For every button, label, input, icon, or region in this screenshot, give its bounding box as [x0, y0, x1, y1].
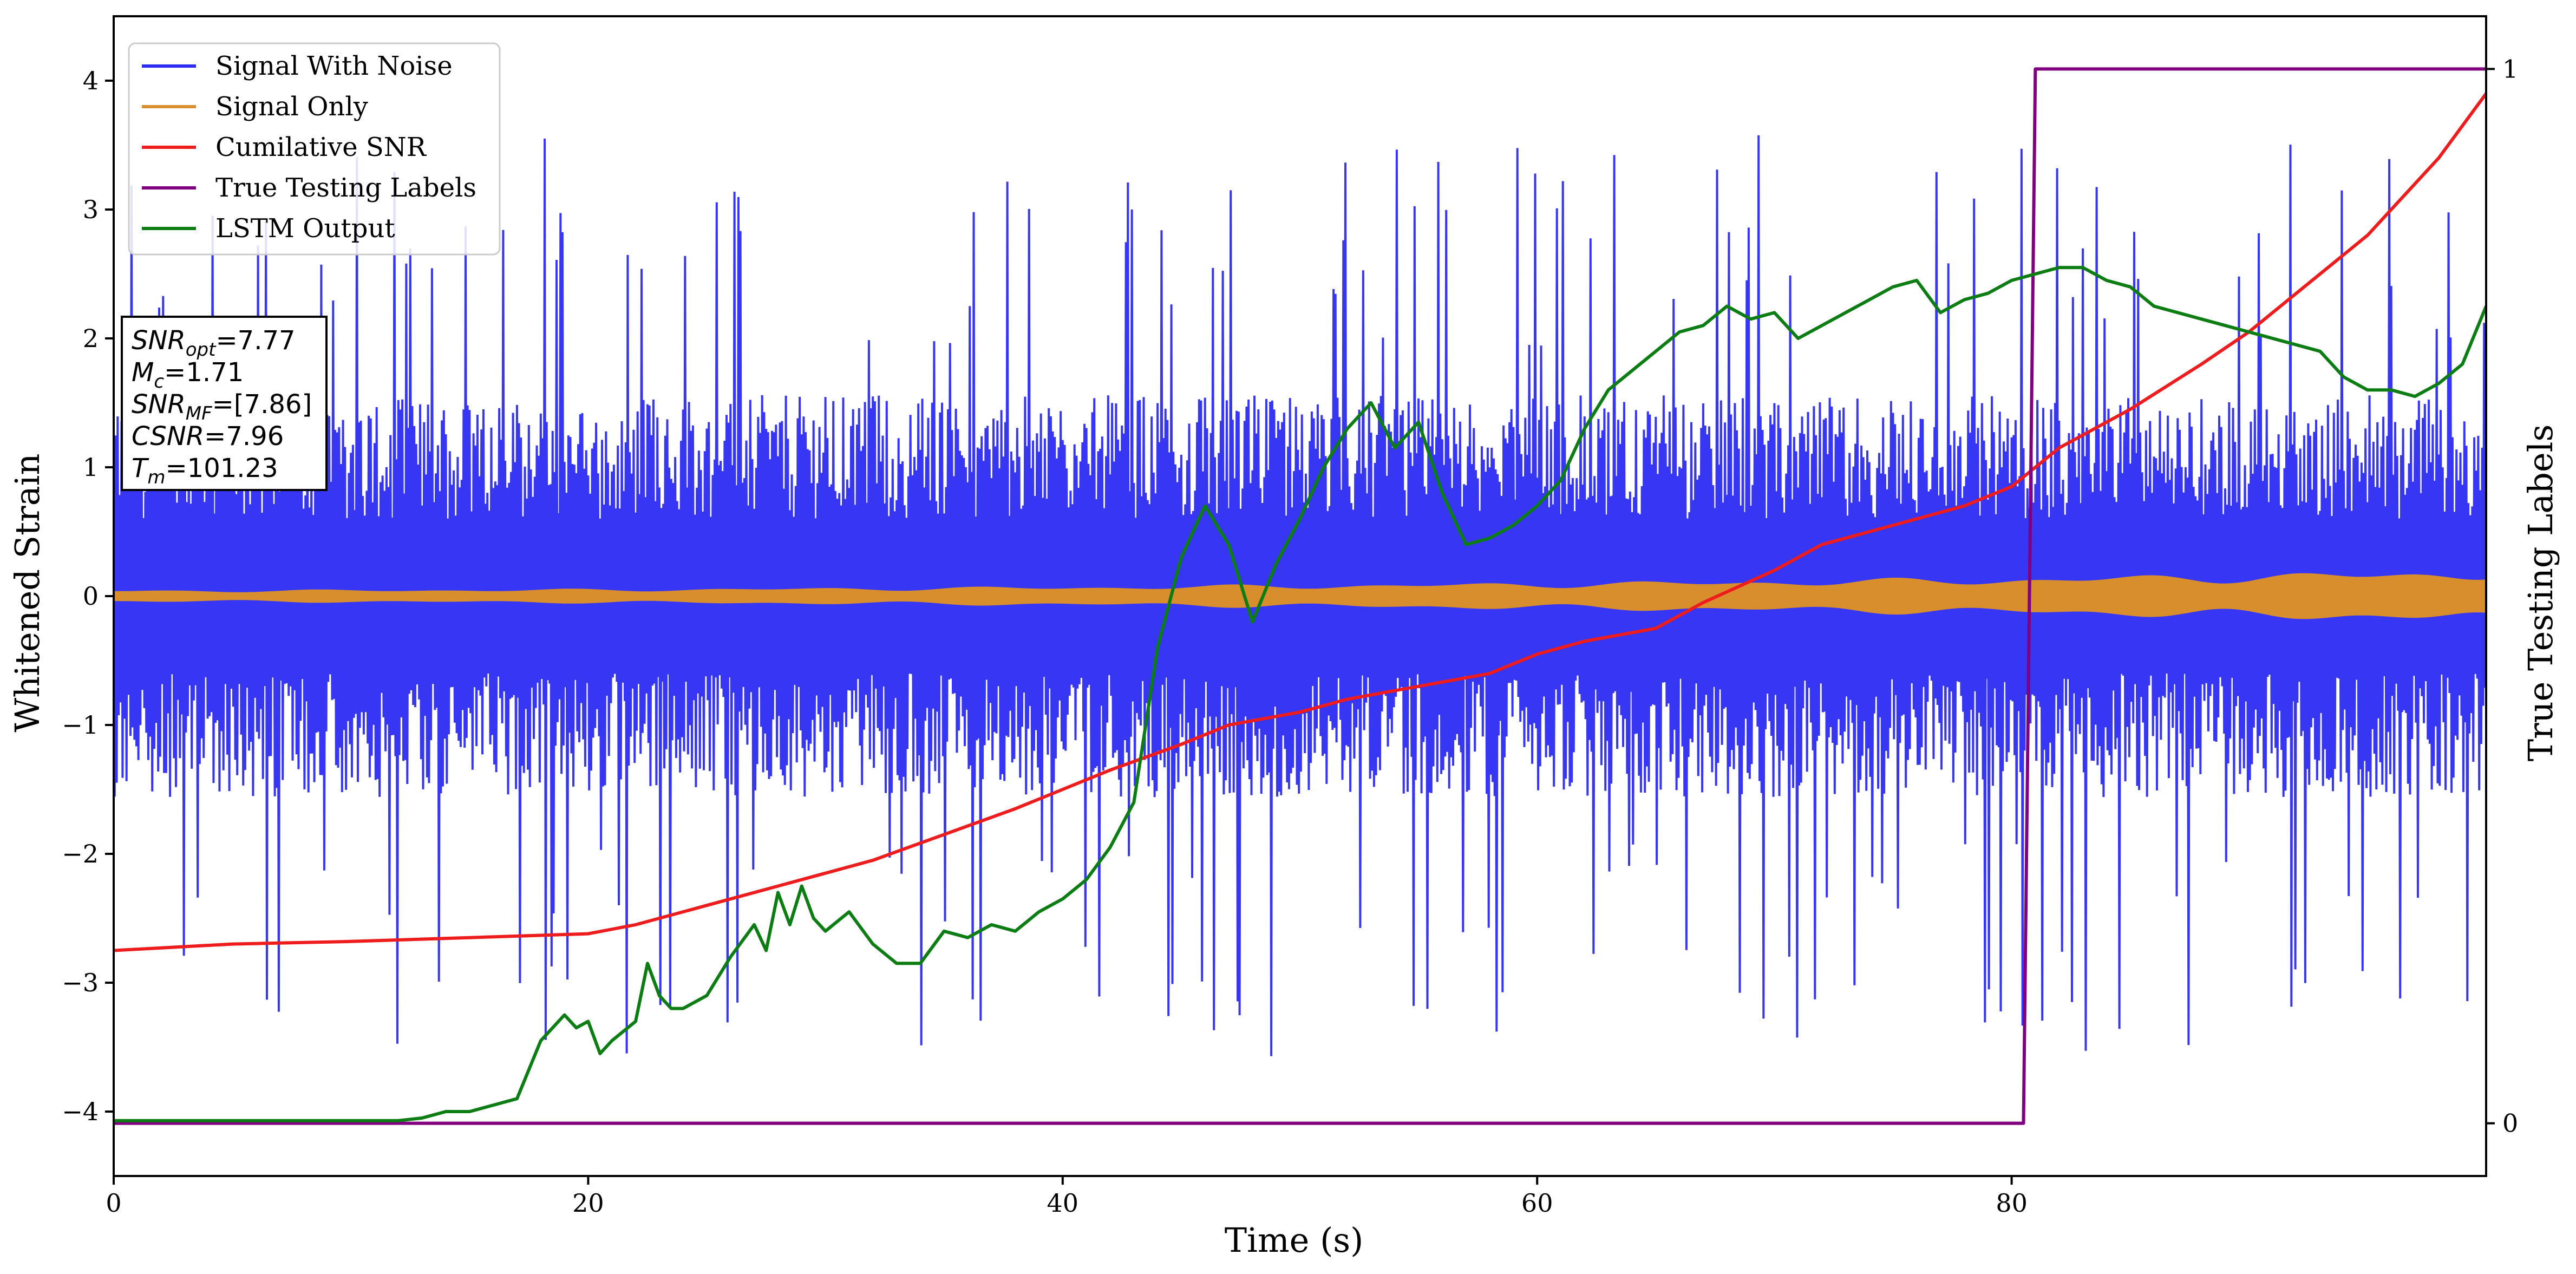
legend-label: Signal Only: [215, 92, 368, 122]
legend-label: LSTM Output: [215, 213, 395, 244]
plot-area: [114, 67, 2486, 1125]
legend-frame: [128, 42, 501, 256]
info-box: SNRopt=7.77Mc=1.71SNRMF=[7.86]CSNR=7.96T…: [121, 316, 328, 491]
y2-tick-label: 0: [2502, 1109, 2518, 1138]
series-signal-only: [114, 573, 2486, 619]
y-tick-label: 0: [83, 582, 99, 611]
info-line: Mc=1.71: [132, 357, 244, 393]
y-tick-label: 1: [83, 453, 99, 482]
info-line: SNRMF=[7.86]: [132, 389, 312, 424]
info-line: CSNR=7.96: [132, 421, 284, 452]
y2-tick-label: 1: [2502, 54, 2518, 83]
y-tick-label: 4: [83, 66, 99, 95]
series-cumilative-snr: [114, 93, 2486, 952]
series-signal-with-noise: [114, 135, 2486, 1056]
y2-axis-title: True Testing Labels: [2521, 424, 2560, 762]
x-tick-label: 60: [1521, 1188, 1553, 1218]
plot-clip-group: [114, 67, 2486, 1125]
info-line: Tm=101.23: [132, 453, 278, 488]
y-tick-label: −2: [62, 839, 99, 868]
series-true-testing-labels: [114, 67, 2486, 1125]
legend: Signal With Noise Signal Only Cumilative S…: [128, 42, 501, 256]
legend-label: Cumilative SNR: [215, 132, 427, 162]
y-tick-label: −3: [62, 968, 99, 997]
series-lstm-output: [114, 266, 2486, 1122]
y-tick-label: −4: [62, 1097, 99, 1126]
y-tick-label: 2: [83, 324, 99, 353]
x-tick-label: 40: [1047, 1188, 1079, 1218]
y-tick-label: −1: [62, 710, 99, 740]
legend-label: True Testing Labels: [215, 173, 476, 203]
y-tick-label: 3: [83, 195, 99, 224]
x-tick-label: 0: [106, 1188, 121, 1218]
x-tick-label: 20: [572, 1188, 604, 1218]
info-line: SNRopt=7.77: [132, 325, 296, 361]
x-tick-label: 80: [1996, 1188, 2028, 1218]
y-axis-title: Whitened Strain: [8, 454, 47, 733]
legend-label: Signal With Noise: [215, 51, 453, 81]
x-axis-title: Time (s): [1225, 1220, 1364, 1260]
